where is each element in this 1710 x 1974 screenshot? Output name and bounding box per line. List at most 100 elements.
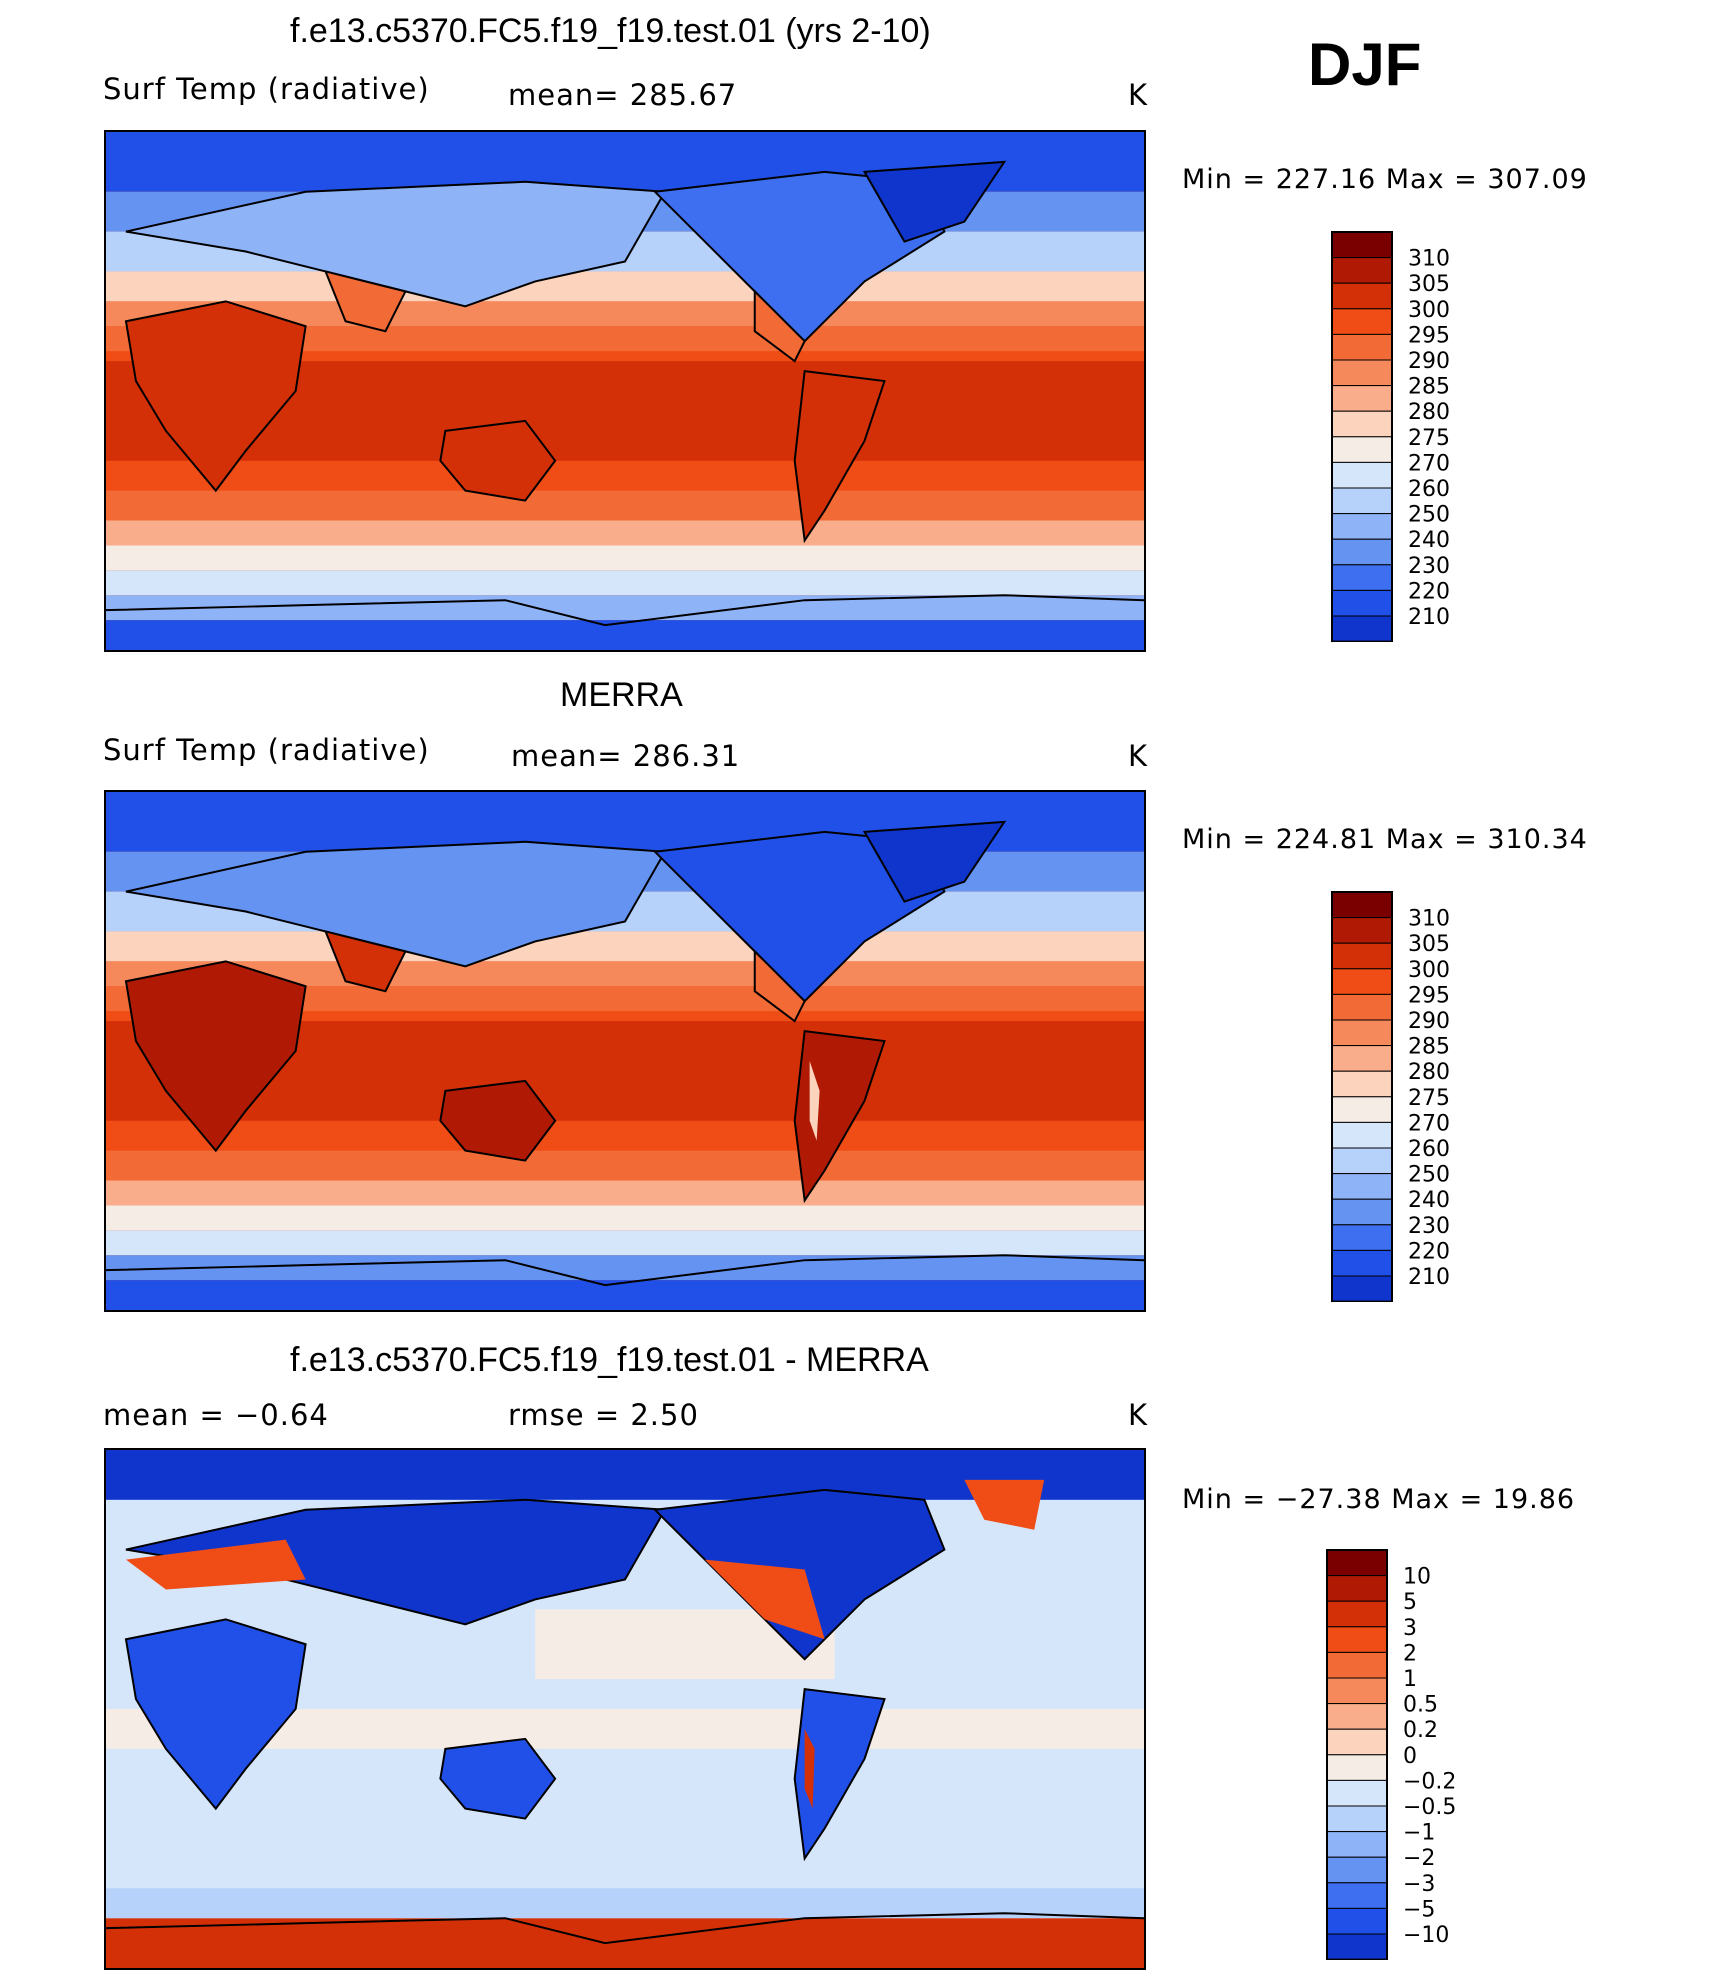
colorbar-tick-label: 280 [1408, 1060, 1450, 1085]
colorbar-box [1326, 1831, 1388, 1858]
season-label: DJF [1308, 31, 1422, 98]
colorbar-box [1326, 1600, 1388, 1628]
colorbar-tick-label: 260 [1408, 477, 1450, 502]
colorbar-box [1331, 282, 1393, 310]
colorbar-box [1331, 333, 1393, 361]
colorbar-box [1326, 1651, 1388, 1679]
colorbar-tick-label: 310 [1408, 247, 1450, 272]
colorbar-outline [1326, 1549, 1388, 1960]
panel3-units-label: K [1128, 1398, 1149, 1432]
colorbar-box [1331, 257, 1393, 284]
colorbar-tick-label: −3 [1403, 1872, 1435, 1897]
panel2-map [104, 790, 1146, 1312]
colorbar-tick-label: 295 [1408, 983, 1450, 1008]
colorbar-box [1331, 538, 1393, 566]
colorbar-box [1331, 231, 1393, 259]
colorbar-box [1331, 359, 1393, 387]
panel2-colorbar-svg: 3103053002952902852802752702602502402302… [1331, 891, 1450, 1302]
colorbar-box [1326, 1626, 1388, 1653]
colorbar-box [1331, 615, 1393, 642]
colorbar-box [1326, 1882, 1388, 1909]
colorbar-tick-label: 210 [1408, 605, 1450, 630]
colorbar-box [1326, 1754, 1388, 1781]
panel1-map-svg [106, 132, 1144, 650]
panel3-colorbar: 10 5 3 2 1 0.5 0.2 0 −0.2 −0.5 −1 −2 −3 −5 −10 [1325, 1548, 1465, 1960]
colorbar-tick-label: 290 [1408, 349, 1450, 374]
colorbar-tick-label: 3 [1403, 1616, 1417, 1641]
colorbar-box [1326, 1703, 1388, 1730]
colorbar-tick-label: −5 [1403, 1897, 1435, 1922]
colorbar-box [1331, 461, 1393, 489]
colorbar-tick-label: 305 [1408, 932, 1450, 957]
panel1-mean-label: mean= 285.67 [508, 78, 738, 112]
colorbar-tick-label: 250 [1408, 1163, 1450, 1188]
colorbar-box [1326, 1805, 1388, 1833]
panel3-map-svg [106, 1450, 1144, 1968]
colorbar-box [1331, 1173, 1393, 1200]
colorbar-tick-label: 270 [1408, 1111, 1450, 1136]
colorbar-box [1331, 513, 1393, 540]
colorbar-box [1331, 1275, 1393, 1302]
colorbar-box [1326, 1856, 1388, 1884]
colorbar-box [1331, 564, 1393, 591]
colorbar-box [1331, 1019, 1393, 1047]
panel1-map [104, 130, 1146, 652]
colorbar-tick-label: 210 [1408, 1265, 1450, 1290]
colorbar-tick-label: 240 [1408, 528, 1450, 553]
panel1-minmax: Min = 227.16 Max = 307.09 [1182, 164, 1588, 195]
panel2-minmax: Min = 224.81 Max = 310.34 [1182, 824, 1588, 855]
panel2-variable-label: Surf Temp (radiative) [103, 733, 430, 767]
panel2-units-label: K [1128, 739, 1149, 773]
colorbar-box [1331, 1096, 1393, 1123]
colorbar-tick-label: 275 [1408, 426, 1450, 451]
panel3-map [104, 1448, 1146, 1970]
panel3-title: f.e13.c5370.FC5.f19_f19.test.01 - MERRA [290, 1341, 929, 1379]
colorbar-tick-label: −0.5 [1403, 1795, 1456, 1820]
colorbar-tick-label: −10 [1403, 1923, 1449, 1948]
colorbar-tick-label: 240 [1408, 1188, 1450, 1213]
colorbar-tick-label: −1 [1403, 1821, 1435, 1846]
colorbar-tick-label: 2 [1403, 1641, 1417, 1666]
colorbar-tick-label: 230 [1408, 554, 1450, 579]
panel2-mean-label: mean= 286.31 [511, 739, 741, 773]
colorbar-box [1331, 385, 1393, 412]
colorbar-tick-label: 285 [1408, 375, 1450, 400]
panel2-title: MERRA [560, 676, 683, 714]
colorbar-box [1331, 1121, 1393, 1149]
colorbar-box [1331, 1070, 1393, 1098]
colorbar-tick-label: 0 [1403, 1744, 1417, 1769]
colorbar-box [1331, 487, 1393, 515]
panel3-minmax: Min = −27.38 Max = 19.86 [1182, 1484, 1576, 1515]
colorbar-box [1326, 1907, 1388, 1935]
colorbar-tick-label: 10 [1403, 1565, 1431, 1590]
colorbar-tick-label: 230 [1408, 1214, 1450, 1239]
colorbar-tick-label: 1 [1403, 1667, 1417, 1692]
colorbar-outline [1331, 231, 1393, 642]
colorbar-box [1331, 589, 1393, 617]
colorbar-box [1331, 891, 1393, 919]
colorbar-tick-label: 220 [1408, 579, 1450, 604]
colorbar-tick-label: 250 [1408, 503, 1450, 528]
panel3-rmse-label: rmse = 2.50 [508, 1398, 699, 1432]
colorbar-tick-label: 5 [1403, 1590, 1417, 1615]
colorbar-tick-label: 280 [1408, 400, 1450, 425]
panel1-variable-label: Surf Temp (radiative) [103, 72, 430, 106]
colorbar-box [1331, 436, 1393, 463]
colorbar-box [1326, 1677, 1388, 1705]
colorbar-box [1326, 1779, 1388, 1807]
panel3-mean-label: mean = −0.64 [103, 1398, 329, 1432]
panel2-map-svg [106, 792, 1144, 1310]
panel1-title: f.e13.c5370.FC5.f19_f19.test.01 (yrs 2-1… [290, 12, 931, 50]
colorbar-tick-label: 285 [1408, 1035, 1450, 1060]
panel1-colorbar-svg: 3103053002952902852802752702602502402302… [1331, 231, 1450, 642]
colorbar-box [1331, 308, 1393, 335]
colorbar-box [1326, 1549, 1388, 1577]
colorbar-tick-label: −2 [1403, 1846, 1435, 1871]
colorbar-box [1331, 1045, 1393, 1072]
panel2-colorbar: 310 305 300 295 290 285 280 275 270 260 250 240 230 2… [1330, 890, 1470, 1302]
colorbar-outline [1331, 891, 1393, 1302]
colorbar-tick-label: −0.2 [1403, 1769, 1456, 1794]
colorbar-box [1331, 993, 1393, 1021]
colorbar-tick-label: 310 [1408, 907, 1450, 932]
